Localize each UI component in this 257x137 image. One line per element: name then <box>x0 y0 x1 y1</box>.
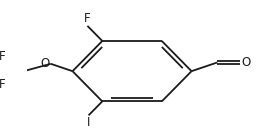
Text: F: F <box>84 12 91 25</box>
Text: O: O <box>40 57 50 70</box>
Text: F: F <box>0 78 5 91</box>
Text: F: F <box>0 50 5 63</box>
Text: I: I <box>87 116 90 129</box>
Text: O: O <box>241 56 251 69</box>
